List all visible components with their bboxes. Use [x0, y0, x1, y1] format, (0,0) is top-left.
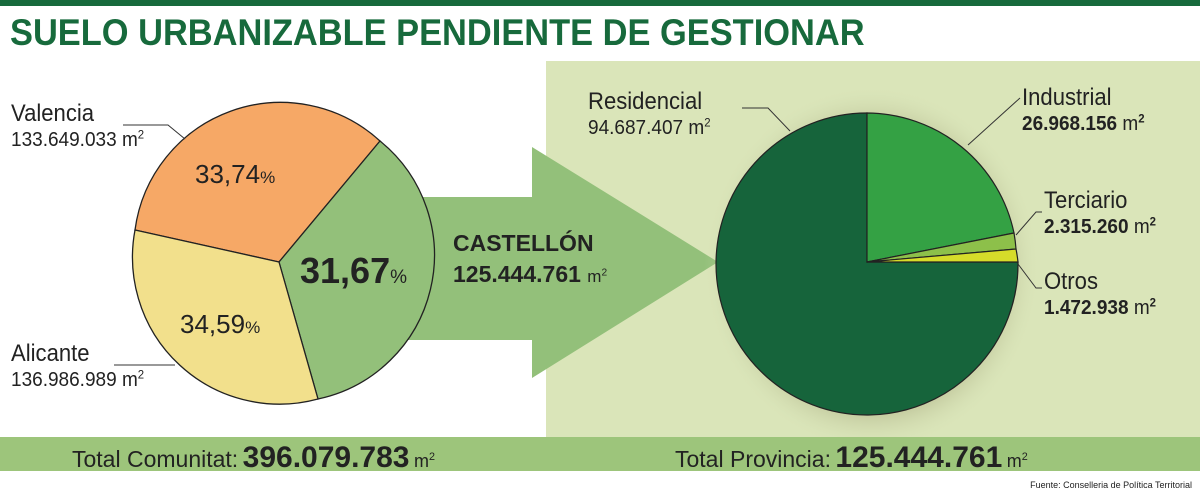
label-otros: Otros 1.472.938 m2 [1044, 268, 1157, 319]
leader-valencia [123, 124, 186, 140]
arrow-shape [390, 147, 718, 378]
label-valencia: Valencia 133.649.033 m2 [11, 100, 145, 151]
pie-slice-otros [866, 248, 1019, 263]
right-pie [715, 112, 1019, 416]
leader-terciario [1015, 211, 1042, 236]
leader-otros [1017, 263, 1042, 289]
pie-slice-residencial [715, 112, 1019, 416]
pie-slice-valencia [134, 101, 381, 263]
label-terciario: Terciario 2.315.260 m2 [1044, 187, 1157, 238]
pie-slice-alicante [131, 229, 319, 405]
label-alicante: Alicante 136.986.989 m2 [11, 340, 145, 391]
pie-slice-industrial [866, 112, 1015, 263]
pct-alicante: 34,59% [180, 309, 261, 339]
leader-industrial [967, 97, 1021, 146]
pct-castellon: 31,67% [300, 250, 407, 291]
left-pie [131, 101, 436, 405]
label-industrial: Industrial 26.968.156 m2 [1022, 84, 1145, 135]
source-note: Fuente: Conselleria de Política Territor… [1030, 480, 1192, 490]
top-accent-bar [0, 0, 1200, 6]
total-comunitat: Total Comunitat: 396.079.783 m2 [72, 441, 435, 474]
total-provincia: Total Provincia: 125.444.761 m2 [675, 441, 1028, 474]
totals-bar [0, 437, 1200, 471]
pie-slice-castellon [278, 140, 436, 400]
arrow-label: CASTELLÓN 125.444.761 m2 [453, 230, 608, 287]
pct-valencia: 33,74% [195, 159, 276, 189]
label-residencial: Residencial 94.687.407 m2 [588, 88, 711, 139]
leader-residencial [742, 107, 791, 132]
page-title: SUELO URBANIZABLE PENDIENTE DE GESTIONAR [10, 12, 865, 53]
